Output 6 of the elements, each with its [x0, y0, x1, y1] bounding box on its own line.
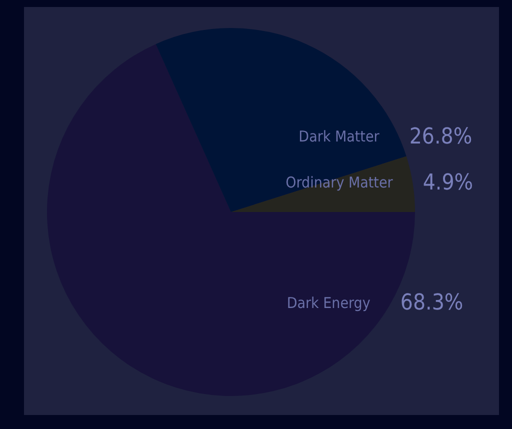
slice-label: Ordinary Matter — [286, 174, 394, 192]
data-label: 26.8% — [409, 124, 472, 150]
slice-label: Dark Energy — [286, 294, 370, 312]
slice-label: Dark Matter — [298, 128, 380, 146]
data-label: 68.3% — [400, 290, 464, 316]
data-label: 4.9% — [422, 170, 474, 196]
